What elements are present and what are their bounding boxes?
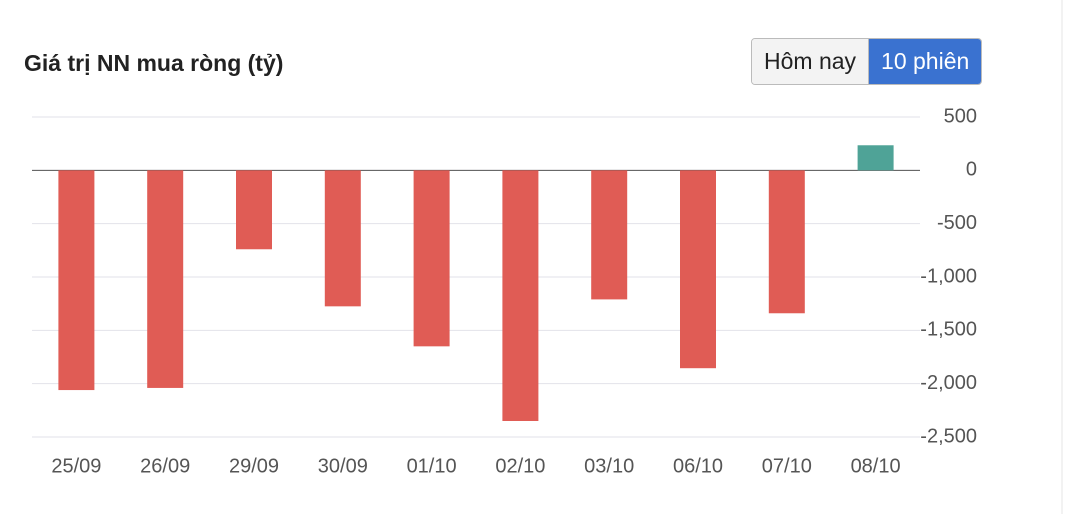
y-tick-label: -1,500 xyxy=(920,319,977,341)
bar xyxy=(591,170,628,300)
bar xyxy=(857,145,894,171)
y-tick-label: -2,000 xyxy=(920,372,977,394)
x-tick-label: 03/10 xyxy=(584,455,634,477)
x-tick-label: 01/10 xyxy=(407,455,457,477)
y-tick-label: 0 xyxy=(966,159,977,181)
bar xyxy=(58,170,95,391)
range-switch: Hôm nay 10 phiên xyxy=(751,38,983,85)
x-tick-label: 02/10 xyxy=(495,455,545,477)
y-tick-label: -2,500 xyxy=(920,425,977,447)
bar xyxy=(236,170,272,250)
x-tick-label: 08/10 xyxy=(851,455,901,477)
x-tick-label: 06/10 xyxy=(673,455,723,477)
bar xyxy=(413,170,450,347)
range-button[interactable]: 10 phiên xyxy=(868,39,982,84)
bar xyxy=(680,170,716,369)
bar xyxy=(147,170,184,388)
bar xyxy=(502,170,539,421)
y-tick-label: -1,000 xyxy=(920,265,977,287)
x-tick-label: 25/09 xyxy=(51,455,101,477)
x-tick-label: 07/10 xyxy=(762,455,812,477)
chart-title: Giá trị NN mua ròng (tỷ) xyxy=(24,50,284,76)
y-tick-label: -500 xyxy=(937,212,977,234)
range-button[interactable]: Hôm nay xyxy=(752,39,869,84)
bar xyxy=(324,170,361,307)
y-tick-label: 500 xyxy=(944,105,977,127)
x-tick-label: 30/09 xyxy=(318,455,368,477)
bar xyxy=(768,170,805,314)
x-tick-label: 29/09 xyxy=(229,455,279,477)
x-tick-label: 26/09 xyxy=(140,455,190,477)
